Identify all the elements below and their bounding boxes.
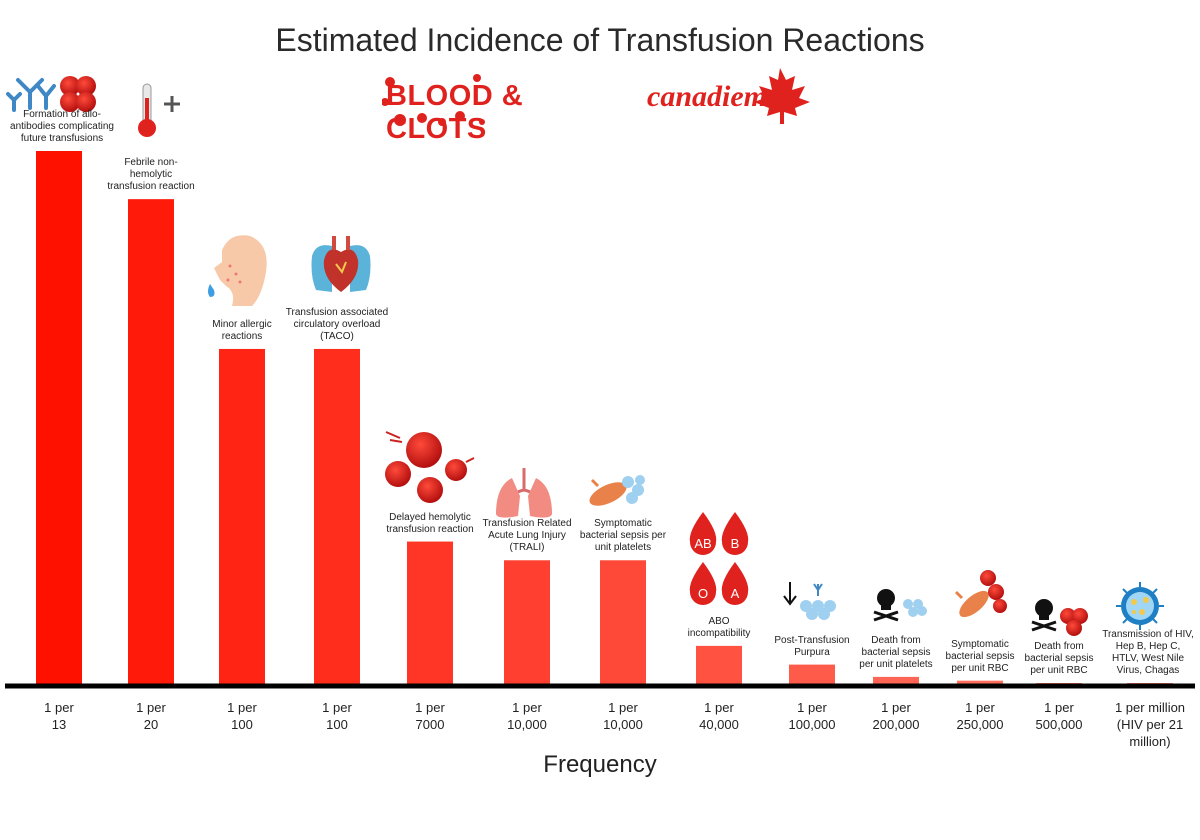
heart-lungs-icon xyxy=(311,236,371,292)
antibody-icon xyxy=(6,78,56,112)
bacteria-rbc-icon xyxy=(954,570,1007,618)
tick-label-12: 1 per 500,000 xyxy=(1035,700,1083,732)
lungs-icon xyxy=(496,468,552,518)
bar-label-8: ABO incompatibility xyxy=(687,615,751,639)
sneezing-face-icon xyxy=(208,235,267,306)
blood-and-clots-text: BLOOD & CLOTS xyxy=(386,80,524,145)
tick-label-10: 1 per 200,000 xyxy=(872,700,920,732)
bacteria-platelets-icon xyxy=(589,475,645,506)
bar-label-9: Post-Transfusion Purpura xyxy=(774,634,850,658)
tick-label-5: 1 per 7000 xyxy=(415,700,445,732)
skull-platelets-icon xyxy=(873,589,927,622)
purpura-icon xyxy=(783,582,836,620)
abo-label-o: O xyxy=(698,586,708,601)
abo-label-ab: AB xyxy=(694,536,711,551)
canadiem-logo: canadiem xyxy=(645,66,815,126)
tick-label-11: 1 per 250,000 xyxy=(956,700,1004,732)
blood-drop-abo-icons: AB B O A xyxy=(689,512,749,605)
tick-label-9: 1 per 100,000 xyxy=(788,700,836,732)
tick-label-6: 1 per 10,000 xyxy=(507,700,547,732)
tick-label-7: 1 per 10,000 xyxy=(603,700,643,732)
bar-label-1: Formation of allo-antibodies complicatin… xyxy=(10,109,114,144)
skull-rbc-icon xyxy=(1031,599,1088,636)
tick-label-4: 1 per 100 xyxy=(322,700,352,732)
canadiem-text: canadiem xyxy=(647,80,767,113)
bar-label-5: Delayed hemolytic transfusion reaction xyxy=(386,511,474,535)
bar-label-11: Symptomatic bacterial sepsis per unit RBC xyxy=(945,638,1015,674)
bar-9 xyxy=(789,664,835,688)
bar-1 xyxy=(36,151,82,688)
virus-icon xyxy=(1116,582,1164,630)
x-axis-title: Frequency xyxy=(543,751,657,778)
blood-and-clots-logo: BLOOD & CLOTS xyxy=(382,72,612,145)
hemolysis-cells-icon xyxy=(385,431,475,503)
bar-3 xyxy=(219,348,265,688)
red-blood-cells-icon xyxy=(60,76,96,112)
abo-label-b: B xyxy=(731,536,740,551)
tick-label-2: 1 per 20 xyxy=(136,700,166,732)
bar-label-4: Transfusion associated circulatory overlo… xyxy=(285,306,389,342)
bar-2 xyxy=(128,199,174,688)
bar-label-3: Minor allergic reactions xyxy=(212,318,272,342)
bar-label-7: Symptomatic bacterial sepsis per unit plat… xyxy=(579,518,667,554)
thermometer-icon xyxy=(138,83,180,137)
bar-label-6: Transfusion Related Acute Lung Injury (TRA… xyxy=(482,518,572,554)
bar-8 xyxy=(696,645,742,688)
chart-title: Estimated Incidence of Transfusion React… xyxy=(275,22,925,58)
tick-label-1: 1 per 13 xyxy=(44,700,74,732)
tick-label-3: 1 per 100 xyxy=(227,700,257,732)
tick-label-13: 1 per million (HIV per 21 million) xyxy=(1114,700,1186,749)
tick-label-8: 1 per 40,000 xyxy=(699,700,739,732)
bar-10 xyxy=(873,676,919,688)
bar-7 xyxy=(600,560,646,688)
bar-label-10: Death from bacterial sepsis per unit plate… xyxy=(859,634,933,670)
bar-4 xyxy=(314,348,360,688)
bar-label-2: Febrile non-hemolytic transfusion reactio… xyxy=(107,157,195,193)
bar-label-13: Transmission of HIV, Hep B, Hep C, HTLV, W… xyxy=(1102,629,1194,676)
bar-5 xyxy=(407,541,453,688)
bar-6 xyxy=(504,560,550,688)
abo-label-a: A xyxy=(731,586,740,601)
bar-label-12: Death from bacterial sepsis per unit RBC xyxy=(1024,641,1094,676)
